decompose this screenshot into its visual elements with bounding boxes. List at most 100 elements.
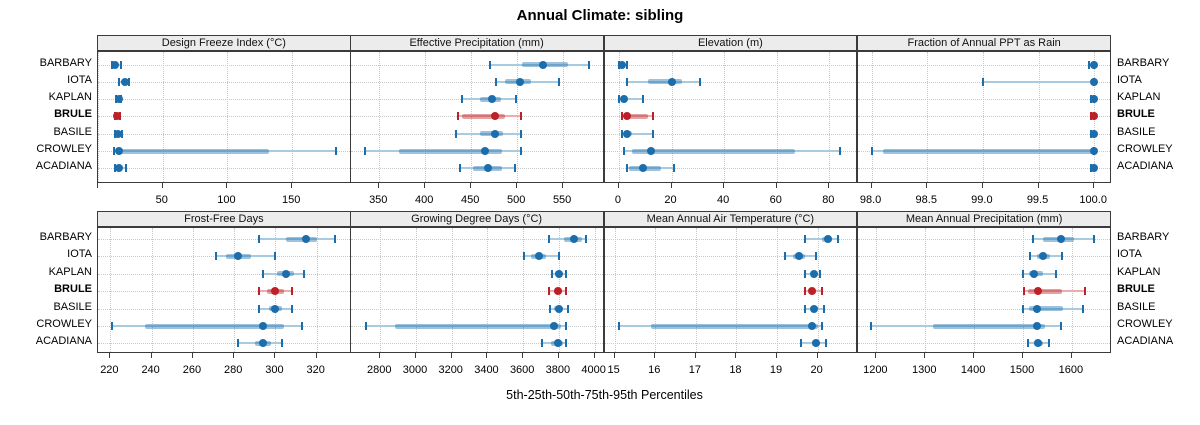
median-dot [1090,112,1099,121]
median-dot [795,252,804,261]
gridline [98,168,350,170]
x-tick [924,353,926,358]
median-dot [113,112,122,121]
x-tick-label: 350 [369,194,388,206]
whisker-cap [870,147,873,156]
x-tick-label: 19 [769,364,783,376]
x-tick [161,183,163,188]
x-tick-label: 240 [141,364,160,376]
median-dot [638,164,647,173]
percentile-whisker [1023,272,1056,275]
x-tick-label: 18 [729,364,742,376]
whisker-cap [1059,322,1062,330]
row-label: IOTA [67,248,92,261]
x-tick [828,183,830,188]
x-tick [379,353,381,358]
x-tick-label: 99.5 [1026,194,1049,206]
iqr-band [1027,288,1063,294]
x-tick-label: 17 [688,364,701,376]
gridline [858,133,1110,135]
whisker-cap [1022,269,1025,278]
x-tick [414,353,416,358]
median-dot [1033,304,1042,313]
whisker-cap [1092,235,1095,243]
median-dot [1057,235,1066,243]
row-label: KAPLAN [1117,91,1161,104]
gridline [98,116,350,118]
gridline [982,52,984,182]
row-label: BASILE [1117,125,1156,138]
median-dot [646,147,655,156]
panel-strip-title: Frost-Free Days [97,211,351,227]
median-dot [1029,269,1038,278]
panel-strip-title: Elevation (m) [603,35,858,51]
whisker-cap [623,147,626,156]
row-label: BRULE [54,108,92,121]
gridline [415,228,417,352]
gridline [858,273,1110,275]
panel-strip-title: Growing Degree Days (°C) [349,211,604,227]
row-label: BRULE [54,283,92,296]
median-dot [620,95,629,104]
row-label: ACADIANA [35,335,92,348]
whisker-cap [1026,339,1029,348]
whisker-cap [519,112,522,121]
gridline [98,343,350,345]
whisker-cap [334,235,337,243]
whisker-cap [457,112,460,121]
whisker-cap [620,129,623,138]
percentile-whisker [621,132,654,135]
gridline [98,239,350,240]
whisker-cap [652,129,655,138]
whisker-cap [111,322,114,330]
x-tick-label: 20 [810,364,823,376]
x-tick [516,183,518,188]
gridline [350,256,603,258]
median-dot [121,77,130,86]
x-tick-label: 0 [614,194,622,206]
gridline [110,228,112,352]
gridline [451,228,453,352]
whisker-cap [514,164,517,173]
percentile-whisker [618,98,643,101]
whisker-cap [565,339,568,348]
x-tick [593,353,595,358]
whisker-cap [641,95,644,104]
x-tick-label: 60 [769,194,782,206]
whisker-cap [290,287,293,296]
panel-strip-title: Effective Precipitation (mm) [349,35,604,51]
whisker-cap [274,252,277,261]
x-tick [981,183,983,188]
whisker-cap [652,112,655,121]
median-dot [538,60,547,69]
median-dot [114,129,123,138]
row-label: ACADIANA [1117,335,1174,348]
whisker-cap [620,112,623,121]
x-tick [670,183,672,188]
median-dot [554,287,563,296]
whisker-cap [455,129,458,138]
percentile-whisker [982,80,1095,83]
gridline [858,168,1110,170]
whisker-cap [280,339,283,348]
median-dot [271,287,280,296]
x-tick [870,183,872,188]
x-tick-label: 3800 [545,364,571,376]
median-dot [114,147,123,156]
median-dot [491,129,500,138]
x-tick-label: 99.0 [971,194,993,206]
whisker-cap [699,77,702,86]
median-dot [234,252,243,261]
gridline [858,116,1110,118]
gridline [858,64,1110,66]
whisker-cap [519,129,522,138]
median-dot [811,339,820,348]
iqr-band [394,323,561,329]
whisker-cap [625,164,628,173]
gridline [604,81,857,83]
x-tick-label: 1600 [1058,364,1084,376]
gridline [876,228,878,352]
percentile-whisker [624,150,840,153]
whisker-cap [804,304,807,313]
